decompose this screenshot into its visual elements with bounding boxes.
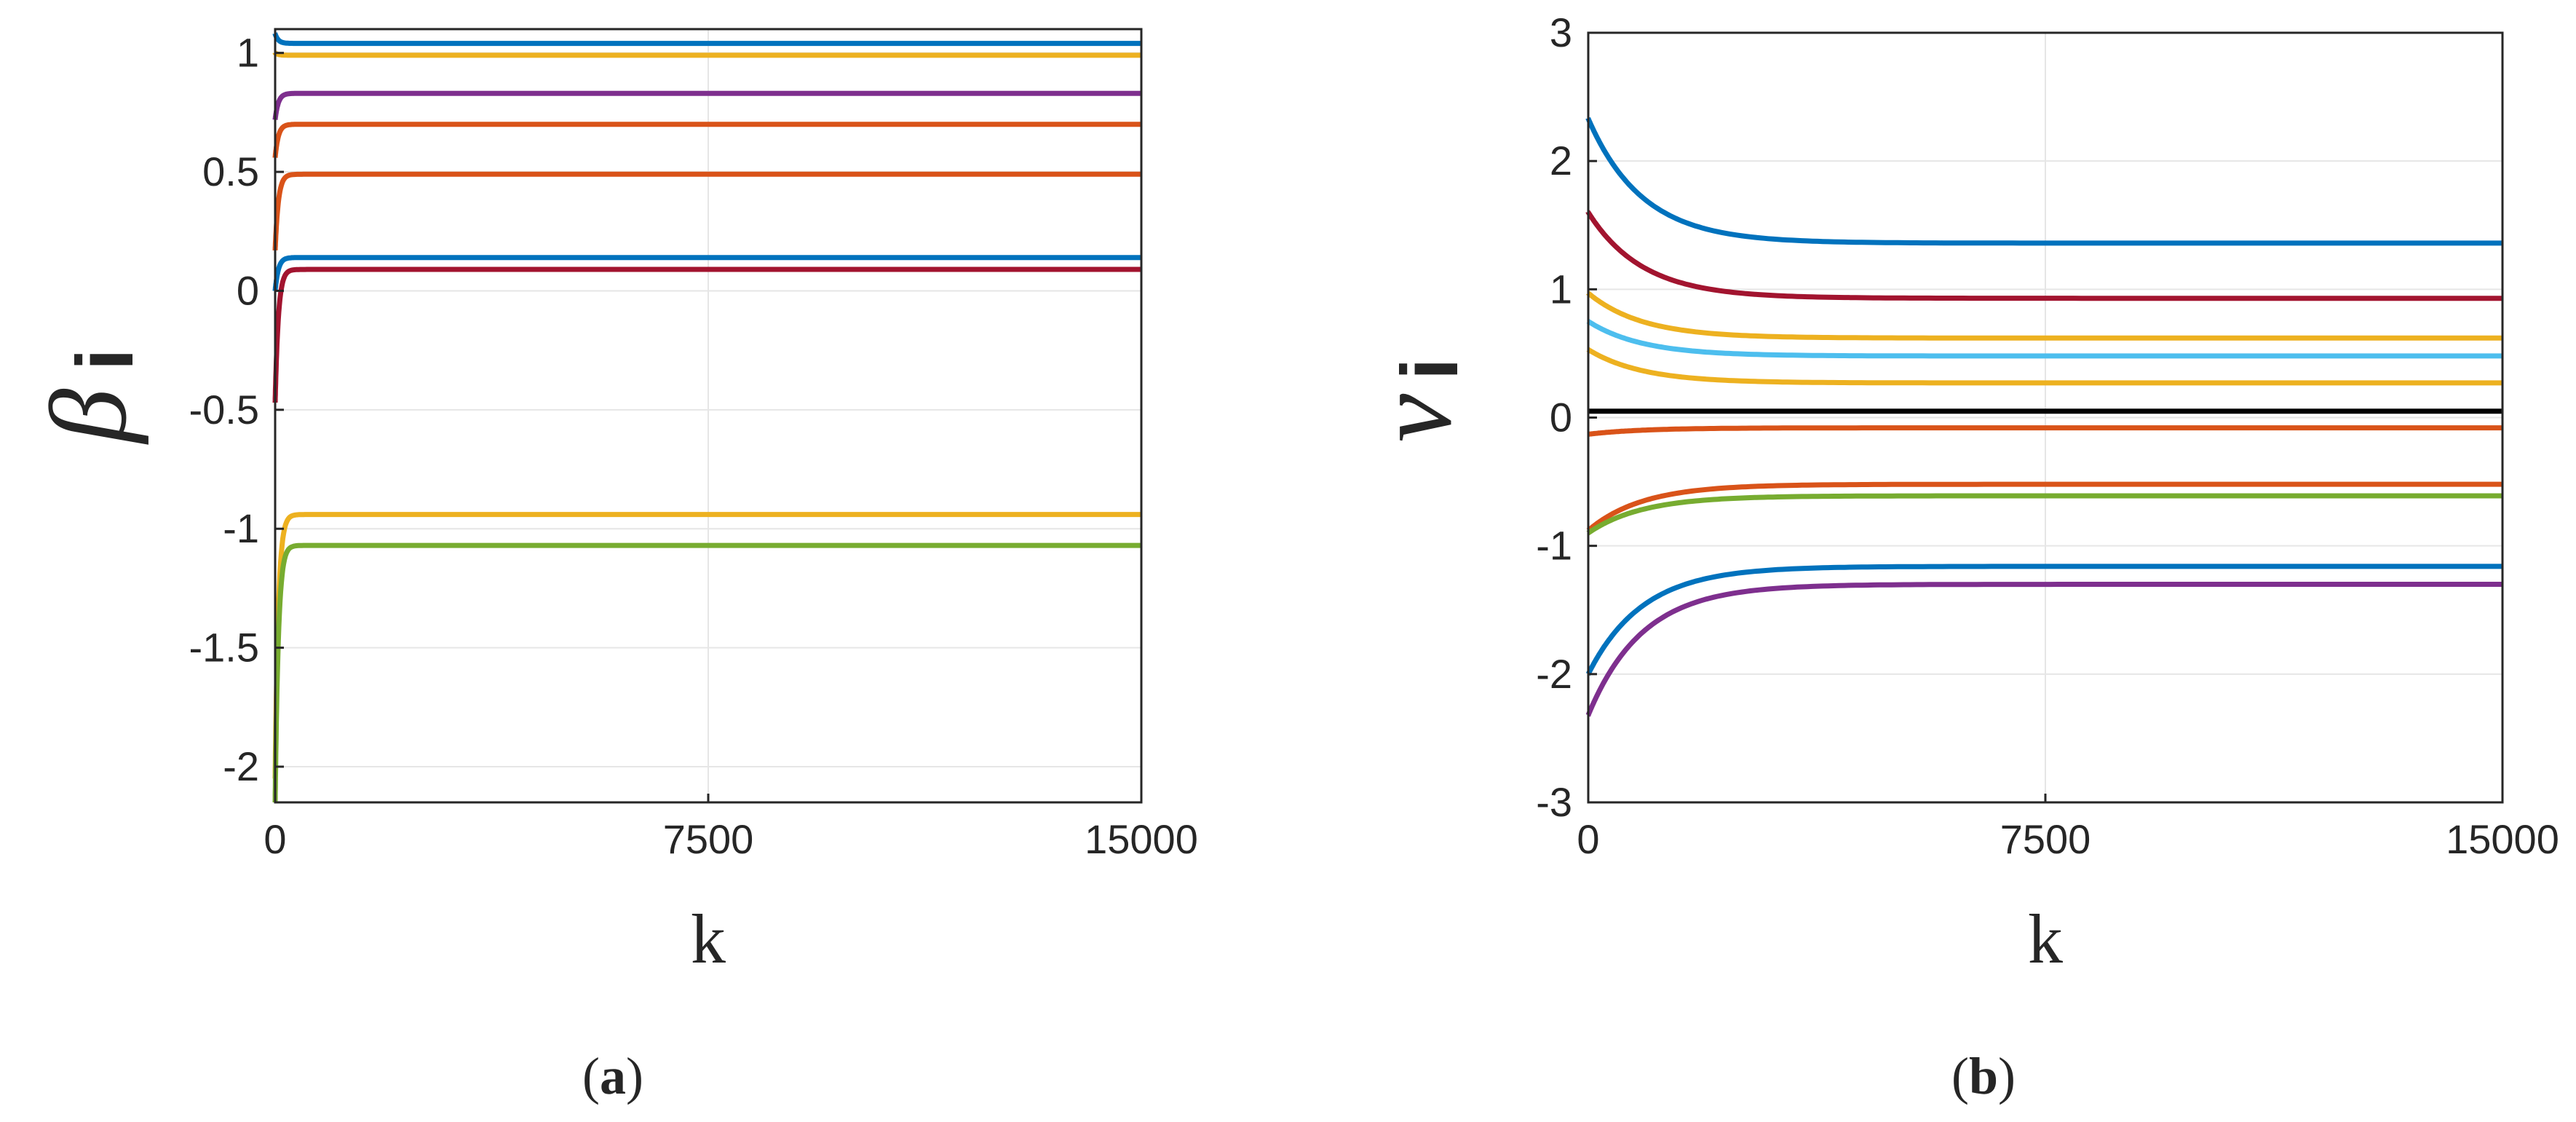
- chart-b-series-nu7: [1585, 425, 2502, 437]
- chart-b-series-nu8: [1585, 481, 2502, 533]
- chart-b-xtick-label: 7500: [2000, 816, 2091, 862]
- chart-a-ticks: 0 7500 15000 -2 -1.5 -1 -0.5 0 0.5 1: [189, 30, 1198, 862]
- chart-b-ylabel: ν: [1353, 393, 1474, 442]
- chart-a-series-beta5: [272, 171, 1141, 253]
- chart-b-series-nu9: [1585, 493, 2502, 536]
- chart-a-ytick-label: 0: [237, 267, 259, 313]
- chart-a-xtick-label: 0: [263, 816, 286, 862]
- chart-a-ytick-label: 0.5: [202, 149, 259, 194]
- chart-a-series-beta4: [272, 122, 1141, 160]
- chart-a-series-beta2: [272, 50, 1141, 58]
- chart-b-panel-letter: b: [1969, 1047, 1998, 1105]
- chart-b-series-nu1: [1585, 116, 2502, 246]
- chart-a-ytick-label: -2: [223, 743, 259, 789]
- chart-a-ytick-label: -1.5: [189, 625, 260, 671]
- chart-b-xtick-label: 15000: [2446, 816, 2559, 862]
- chart-b-ytick-label: -3: [1536, 779, 1572, 825]
- chart-b-ylabel-subscript: i: [1385, 357, 1475, 380]
- chart-b-series-nu5: [1585, 347, 2502, 386]
- chart-b-series-nu10: [1585, 564, 2502, 677]
- chart-b-ytick-label: -2: [1536, 651, 1572, 697]
- chart-a-series-beta6: [272, 255, 1141, 293]
- chart-a-series-beta1: [272, 31, 1141, 47]
- chart-a-series-beta9: [272, 542, 1141, 805]
- chart-a-xtick-label: 7500: [663, 816, 754, 862]
- chart-b-ticks: 0 7500 15000 -3 -2 -1 0 1 2 3: [1536, 9, 2559, 862]
- chart-a-ylabel: β: [28, 388, 149, 445]
- chart-b-ylabel-group: ν i: [1353, 357, 1475, 442]
- chart-a-series-beta3: [272, 90, 1141, 122]
- chart-b-panel-label: (b): [1951, 1047, 2016, 1105]
- chart-a-series-group: [272, 31, 1141, 805]
- chart-b-ytick-label: 3: [1550, 9, 1572, 55]
- chart-b-series-nu3: [1585, 291, 2502, 341]
- chart-b-nu: 0 7500 15000 -3 -2 -1 0 1 2 3 k ν i (b): [1353, 9, 2559, 1105]
- chart-b-ytick-label: 0: [1550, 395, 1572, 440]
- chart-b-series-nu11: [1585, 582, 2502, 718]
- chart-a-ylabel-group: β i: [28, 348, 150, 445]
- chart-b-grid: [1588, 32, 2503, 803]
- chart-b-series-nu2: [1585, 210, 2502, 301]
- chart-a-beta: 0 7500 15000 -2 -1.5 -1 -0.5 0 0.5 1 k β i (a): [28, 28, 1198, 1105]
- chart-b-ytick-label: 1: [1550, 266, 1572, 312]
- chart-a-grid: [274, 29, 1142, 802]
- chart-b-series-group: [1585, 116, 2502, 718]
- chart-b-series-nu4: [1585, 318, 2502, 359]
- chart-a-xlabel: k: [691, 900, 726, 978]
- chart-a-panel-letter: a: [600, 1047, 626, 1105]
- chart-a-xtick-label: 15000: [1085, 816, 1198, 862]
- chart-b-ytick-label: -1: [1536, 523, 1572, 569]
- chart-b-xtick-label: 0: [1577, 816, 1599, 862]
- chart-a-ylabel-subscript: i: [60, 348, 150, 371]
- chart-a-panel-label: (a): [582, 1047, 643, 1105]
- chart-b-ytick-label: 2: [1550, 138, 1572, 183]
- chart-a-series-beta7: [272, 266, 1141, 405]
- chart-a-ytick-label: -1: [223, 505, 259, 551]
- chart-a-ytick-label: 1: [237, 30, 259, 76]
- chart-a-series-beta8: [272, 512, 1141, 781]
- chart-b-xlabel: k: [2028, 900, 2063, 978]
- chart-a-ytick-label: -0.5: [189, 387, 260, 432]
